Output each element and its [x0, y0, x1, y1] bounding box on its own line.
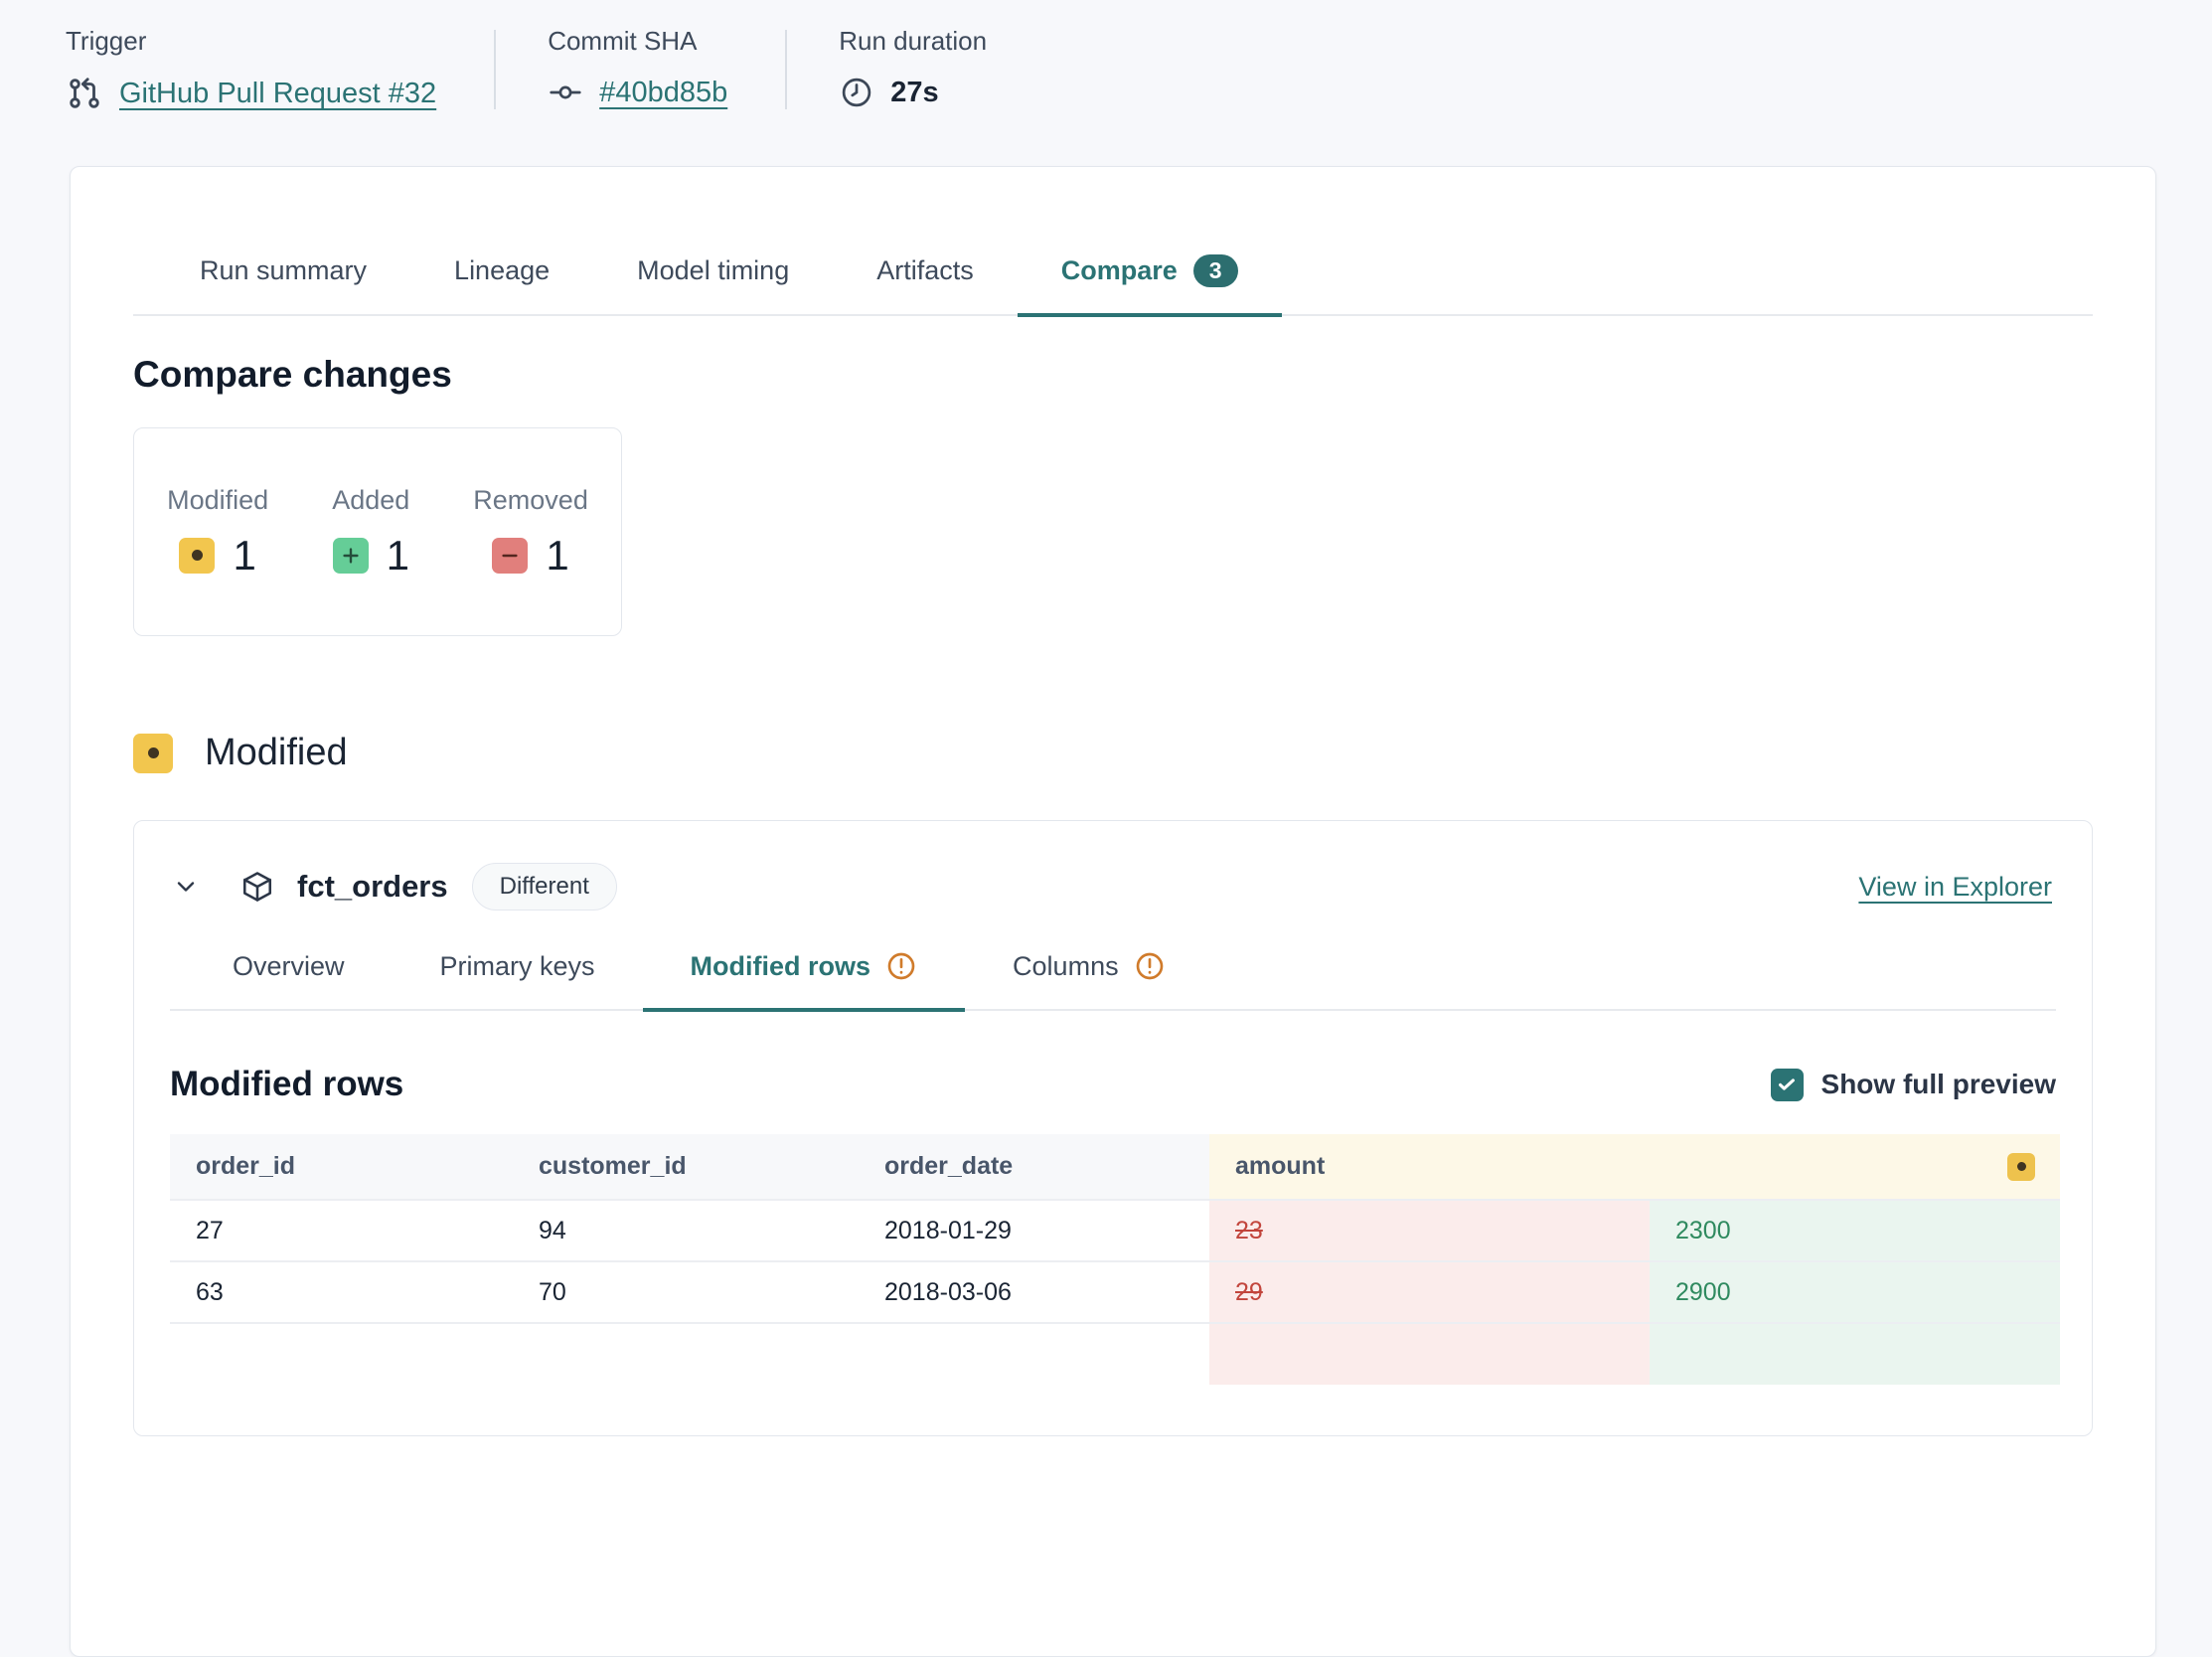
tab-modified-rows[interactable]: Modified rows [642, 950, 966, 1013]
run-duration-label: Run duration [839, 26, 988, 56]
amount-old-value [1209, 1322, 1650, 1386]
amount-new-value: 2300 [1650, 1199, 2060, 1262]
divider [785, 30, 788, 109]
tab-model-timing[interactable]: Model timing [637, 255, 790, 286]
commit-icon [548, 75, 583, 110]
summary-removed: Removed 1 [473, 485, 588, 580]
show-full-preview-label: Show full preview [1820, 1069, 2056, 1100]
modified-indicator-badge [2007, 1152, 2035, 1181]
table-row: 27 94 2018-01-29 23 2300 [170, 1199, 2060, 1262]
amount-new-value [1650, 1322, 2060, 1386]
added-count: 1 [386, 531, 409, 579]
model-card-fct-orders: fct_orders Different View in Explorer Ov… [133, 820, 2093, 1437]
summary-modified: Modified 1 [167, 485, 268, 580]
modified-count: 1 [233, 531, 256, 579]
clock-icon [839, 75, 874, 110]
amount-new-value: 2900 [1650, 1260, 2060, 1324]
tab-lineage[interactable]: Lineage [454, 255, 551, 286]
modified-section-icon [133, 733, 173, 773]
tab-run-summary[interactable]: Run summary [200, 255, 368, 286]
warning-icon [1134, 950, 1166, 982]
col-order-id: order_id [170, 1134, 513, 1201]
stat-trigger: Trigger GitHub Pull Request #32 [66, 26, 436, 112]
divider [494, 30, 497, 109]
modified-rows-header: Modified rows Show full preview [170, 1065, 2056, 1104]
table-row [170, 1322, 2060, 1386]
tab-compare[interactable]: Compare 3 [1017, 254, 1282, 318]
col-order-date: order_date [859, 1134, 1209, 1201]
compare-changes-heading: Compare changes [133, 354, 452, 396]
tab-overview[interactable]: Overview [233, 950, 345, 981]
modified-icon [179, 537, 216, 574]
amount-old-value: 23 [1209, 1199, 1650, 1262]
view-in-explorer-link[interactable]: View in Explorer [1858, 871, 2052, 902]
summary-added: Added 1 [332, 485, 409, 580]
run-duration-value: 27s [890, 76, 939, 108]
compare-count-badge: 3 [1192, 254, 1238, 288]
model-card-header: fct_orders Different View in Explorer [134, 821, 2092, 911]
run-header: Trigger GitHub Pull Request #32 Commit S… [0, 0, 2212, 112]
trigger-link[interactable]: GitHub Pull Request #32 [119, 77, 437, 109]
checkbox-checked-icon[interactable] [1770, 1068, 1804, 1101]
model-name: fct_orders [297, 869, 448, 905]
run-tabs: Run summary Lineage Model timing Artifac… [133, 167, 2093, 318]
removed-label: Removed [473, 484, 588, 515]
added-icon [332, 537, 369, 574]
added-label: Added [332, 484, 410, 515]
chevron-down-icon[interactable] [172, 873, 200, 901]
tab-artifacts[interactable]: Artifacts [876, 255, 974, 286]
stat-run-duration: Run duration 27s [839, 26, 987, 110]
removed-icon [492, 537, 529, 574]
warning-icon [885, 950, 917, 982]
run-detail-card: Run summary Lineage Model timing Artifac… [70, 166, 2156, 1657]
tab-columns[interactable]: Columns [965, 950, 1213, 1012]
model-cube-icon [239, 869, 275, 905]
col-customer-id: customer_id [513, 1134, 859, 1201]
modified-rows-table: order_id customer_id order_date amount 2… [170, 1134, 2060, 1386]
amount-old-value: 29 [1209, 1260, 1650, 1324]
stat-commit: Commit SHA #40bd85b [548, 26, 727, 110]
commit-sha-link[interactable]: #40bd85b [599, 76, 728, 108]
tab-primary-keys[interactable]: Primary keys [439, 950, 595, 981]
removed-count: 1 [546, 531, 569, 579]
model-tabs: Overview Primary keys Modified rows Colu… [170, 950, 2056, 1013]
pull-request-icon [66, 75, 103, 112]
commit-label: Commit SHA [548, 26, 698, 56]
col-amount: amount [1209, 1134, 2060, 1201]
table-header-row: order_id customer_id order_date amount [170, 1134, 2060, 1201]
modified-section-header: Modified [133, 732, 2155, 774]
modified-label: Modified [167, 484, 269, 515]
table-row: 63 70 2018-03-06 29 2900 [170, 1260, 2060, 1324]
status-badge: Different [471, 863, 617, 911]
modified-section-title: Modified [205, 732, 348, 774]
modified-rows-heading: Modified rows [170, 1065, 404, 1104]
show-full-preview-checkbox[interactable]: Show full preview [1770, 1068, 2056, 1101]
trigger-label: Trigger [66, 26, 147, 56]
compare-summary-card: Modified 1 Added 1 Removed 1 [133, 427, 622, 637]
